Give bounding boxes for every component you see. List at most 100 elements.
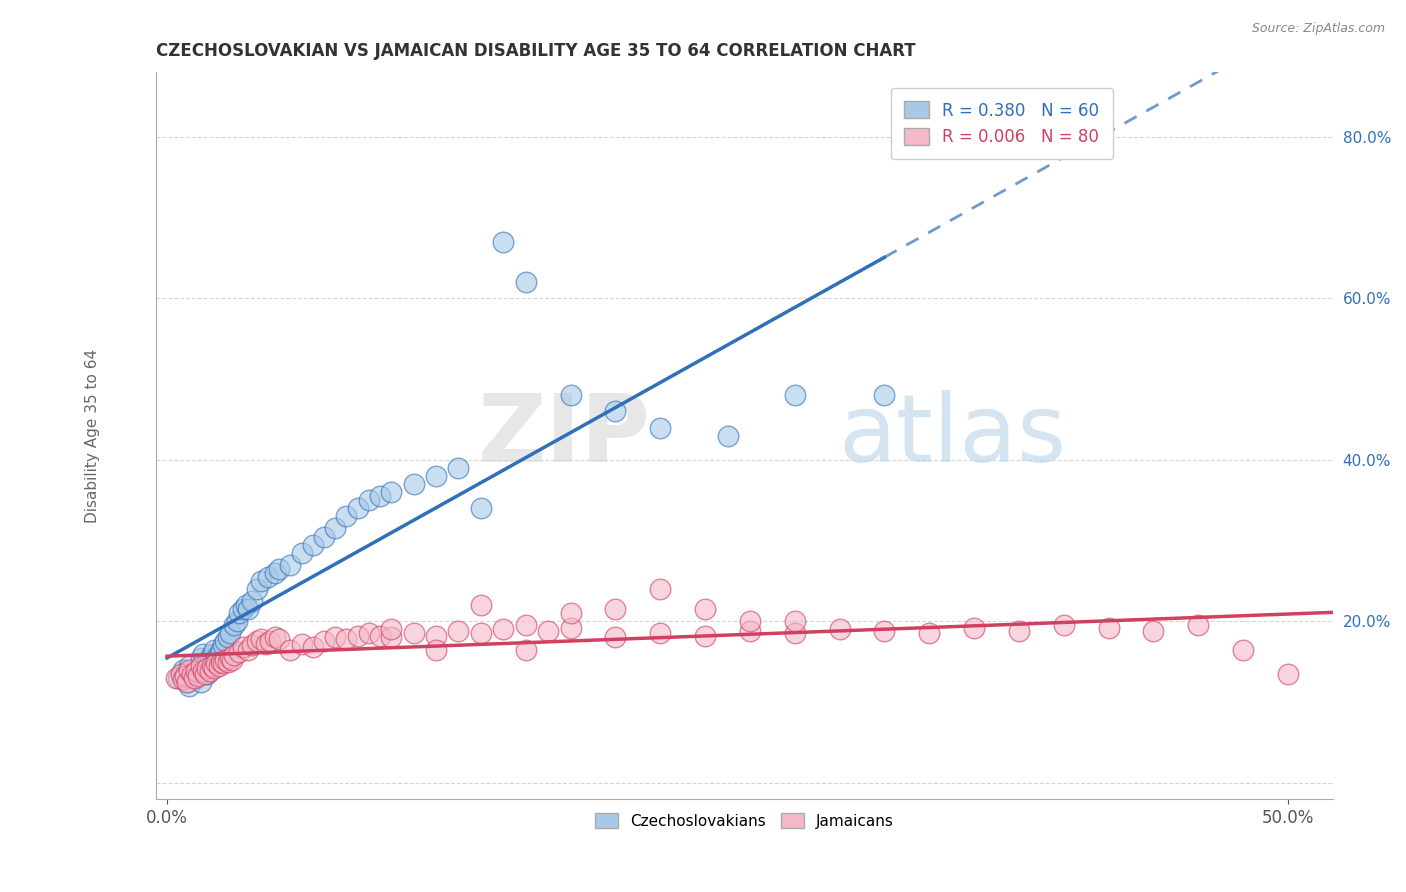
Point: [254, 637, 277, 651]
Y-axis label: Disability Age 35 to 64: Disability Age 35 to 64: [86, 349, 100, 523]
Point: [176, 674, 198, 689]
Point: [250, 574, 273, 588]
Point: [470, 501, 492, 516]
Point: [963, 621, 986, 635]
Point: [246, 634, 269, 648]
Point: [280, 642, 302, 657]
Point: [368, 489, 391, 503]
Point: [323, 521, 346, 535]
Point: [191, 665, 214, 679]
Point: [605, 631, 627, 645]
Text: atlas: atlas: [838, 390, 1067, 482]
Point: [357, 493, 380, 508]
Point: [217, 631, 239, 645]
Point: [202, 661, 225, 675]
Point: [224, 648, 246, 662]
Point: [425, 629, 447, 643]
Point: [186, 665, 208, 679]
Point: [218, 626, 240, 640]
Point: [214, 653, 236, 667]
Point: [783, 614, 806, 628]
Point: [179, 679, 201, 693]
Point: [515, 642, 537, 657]
Point: [246, 582, 269, 596]
Point: [187, 669, 209, 683]
Point: [357, 626, 380, 640]
Point: [738, 614, 761, 628]
Point: [201, 658, 224, 673]
Point: [197, 661, 219, 675]
Point: [172, 663, 194, 677]
Point: [167, 671, 190, 685]
Point: [447, 624, 470, 638]
Point: [263, 631, 285, 645]
Point: [228, 645, 250, 659]
Point: [207, 658, 229, 673]
Point: [174, 669, 197, 683]
Point: [650, 626, 672, 640]
Point: [235, 598, 257, 612]
Text: Source: ZipAtlas.com: Source: ZipAtlas.com: [1251, 22, 1385, 36]
Point: [290, 546, 312, 560]
Point: [224, 618, 246, 632]
Point: [918, 626, 941, 640]
Point: [228, 606, 250, 620]
Point: [873, 624, 896, 638]
Point: [190, 658, 212, 673]
Point: [179, 658, 201, 673]
Point: [312, 529, 335, 543]
Point: [492, 235, 515, 249]
Point: [187, 663, 209, 677]
Point: [176, 674, 198, 689]
Point: [269, 562, 291, 576]
Point: [236, 602, 259, 616]
Point: [236, 642, 259, 657]
Point: [1277, 666, 1299, 681]
Point: [447, 461, 470, 475]
Point: [380, 631, 402, 645]
Point: [1008, 624, 1031, 638]
Point: [323, 631, 346, 645]
Point: [537, 624, 560, 638]
Point: [301, 538, 323, 552]
Point: [560, 606, 582, 620]
Point: [280, 558, 302, 572]
Point: [165, 671, 187, 685]
Point: [221, 653, 243, 667]
Point: [470, 598, 492, 612]
Point: [263, 566, 285, 580]
Point: [1053, 618, 1076, 632]
Point: [335, 632, 357, 646]
Point: [290, 637, 312, 651]
Point: [212, 657, 235, 671]
Point: [225, 614, 247, 628]
Point: [783, 626, 806, 640]
Point: [269, 632, 291, 646]
Point: [470, 626, 492, 640]
Point: [346, 501, 368, 516]
Point: [183, 671, 205, 685]
Point: [169, 666, 191, 681]
Point: [301, 640, 323, 654]
Text: ZIP: ZIP: [477, 390, 650, 482]
Point: [1142, 624, 1164, 638]
Point: [335, 509, 357, 524]
Point: [257, 570, 280, 584]
Point: [214, 634, 236, 648]
Point: [259, 634, 281, 648]
Point: [202, 642, 225, 657]
Point: [201, 658, 224, 673]
Point: [250, 632, 273, 646]
Point: [186, 671, 208, 685]
Point: [738, 624, 761, 638]
Point: [402, 477, 425, 491]
Point: [650, 420, 672, 434]
Point: [1232, 642, 1254, 657]
Point: [180, 666, 202, 681]
Point: [205, 657, 228, 671]
Point: [605, 602, 627, 616]
Point: [190, 650, 212, 665]
Point: [380, 485, 402, 500]
Point: [217, 655, 239, 669]
Point: [209, 655, 232, 669]
